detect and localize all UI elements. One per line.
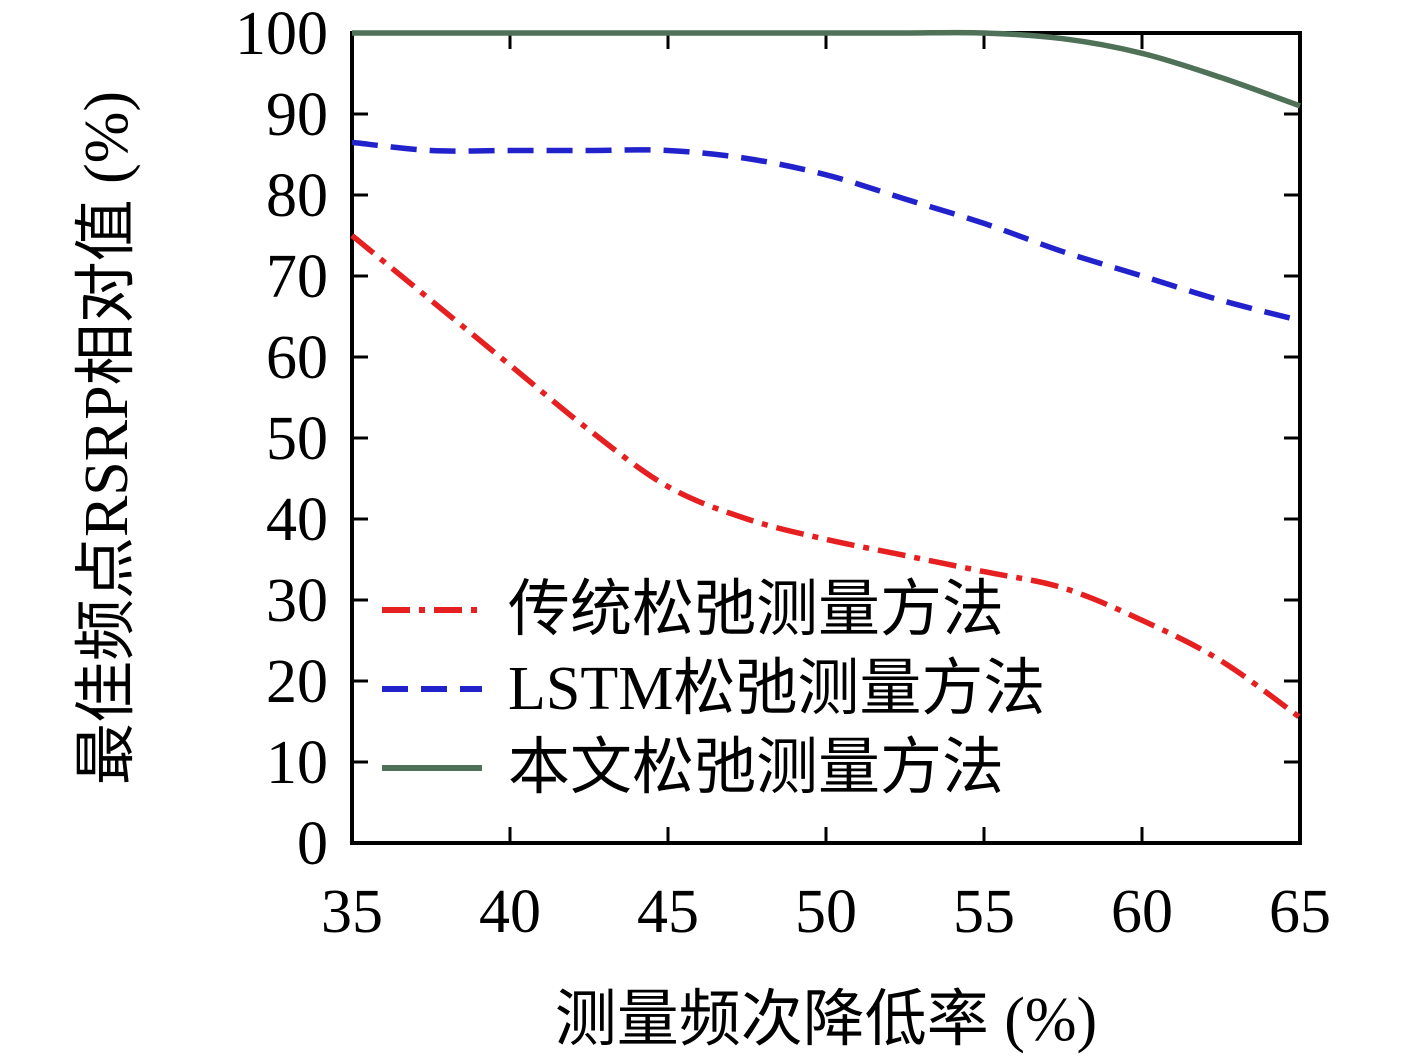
legend-entry-lstm: LSTM松弛测量方法 [382, 649, 1045, 728]
y-tick-label: 50 [266, 405, 328, 473]
legend-line-sample-proposed [382, 764, 482, 771]
x-tick-label: 40 [479, 878, 541, 946]
y-tick-label: 90 [266, 81, 328, 149]
legend-line-sample-traditional [382, 606, 482, 613]
legend-label-lstm: LSTM松弛测量方法 [508, 654, 1046, 723]
legend-line-sample-lstm [382, 685, 482, 692]
y-tick-label: 100 [235, 0, 328, 68]
series-line-2 [352, 29, 1301, 109]
x-tick-label: 65 [1269, 878, 1331, 946]
y-tick-label: 30 [266, 567, 328, 635]
legend-label-proposed: 本文松弛测量方法 [508, 733, 1005, 802]
y-tick-label: 70 [266, 243, 328, 311]
x-tick-label: 60 [1111, 878, 1173, 946]
legend-entry-proposed: 本文松弛测量方法 [382, 728, 1045, 807]
series-line-1 [351, 139, 1301, 324]
legend-entry-traditional: 传统松弛测量方法 [382, 570, 1045, 649]
y-tick-label: 60 [266, 324, 328, 392]
legend: 传统松弛测量方法 LSTM松弛测量方法 本文松弛测量方法 [382, 570, 1045, 807]
x-tick-label: 55 [953, 878, 1015, 946]
y-tick-label: 10 [266, 729, 328, 797]
series-line-0 [350, 233, 1302, 720]
y-tick-label: 20 [266, 648, 328, 716]
x-tick-label: 35 [321, 878, 383, 946]
x-tick-label: 50 [795, 878, 857, 946]
y-tick-label: 40 [266, 486, 328, 554]
y-axis-label: 最佳频点RSRP相对值 (%) [73, 90, 141, 786]
y-tick-label: 80 [266, 162, 328, 230]
y-tick-label: 0 [297, 810, 328, 878]
legend-label-traditional: 传统松弛测量方法 [508, 575, 1005, 644]
x-axis-label: 测量频次降低率 (%) [554, 986, 1098, 1054]
x-tick-label: 45 [637, 878, 699, 946]
